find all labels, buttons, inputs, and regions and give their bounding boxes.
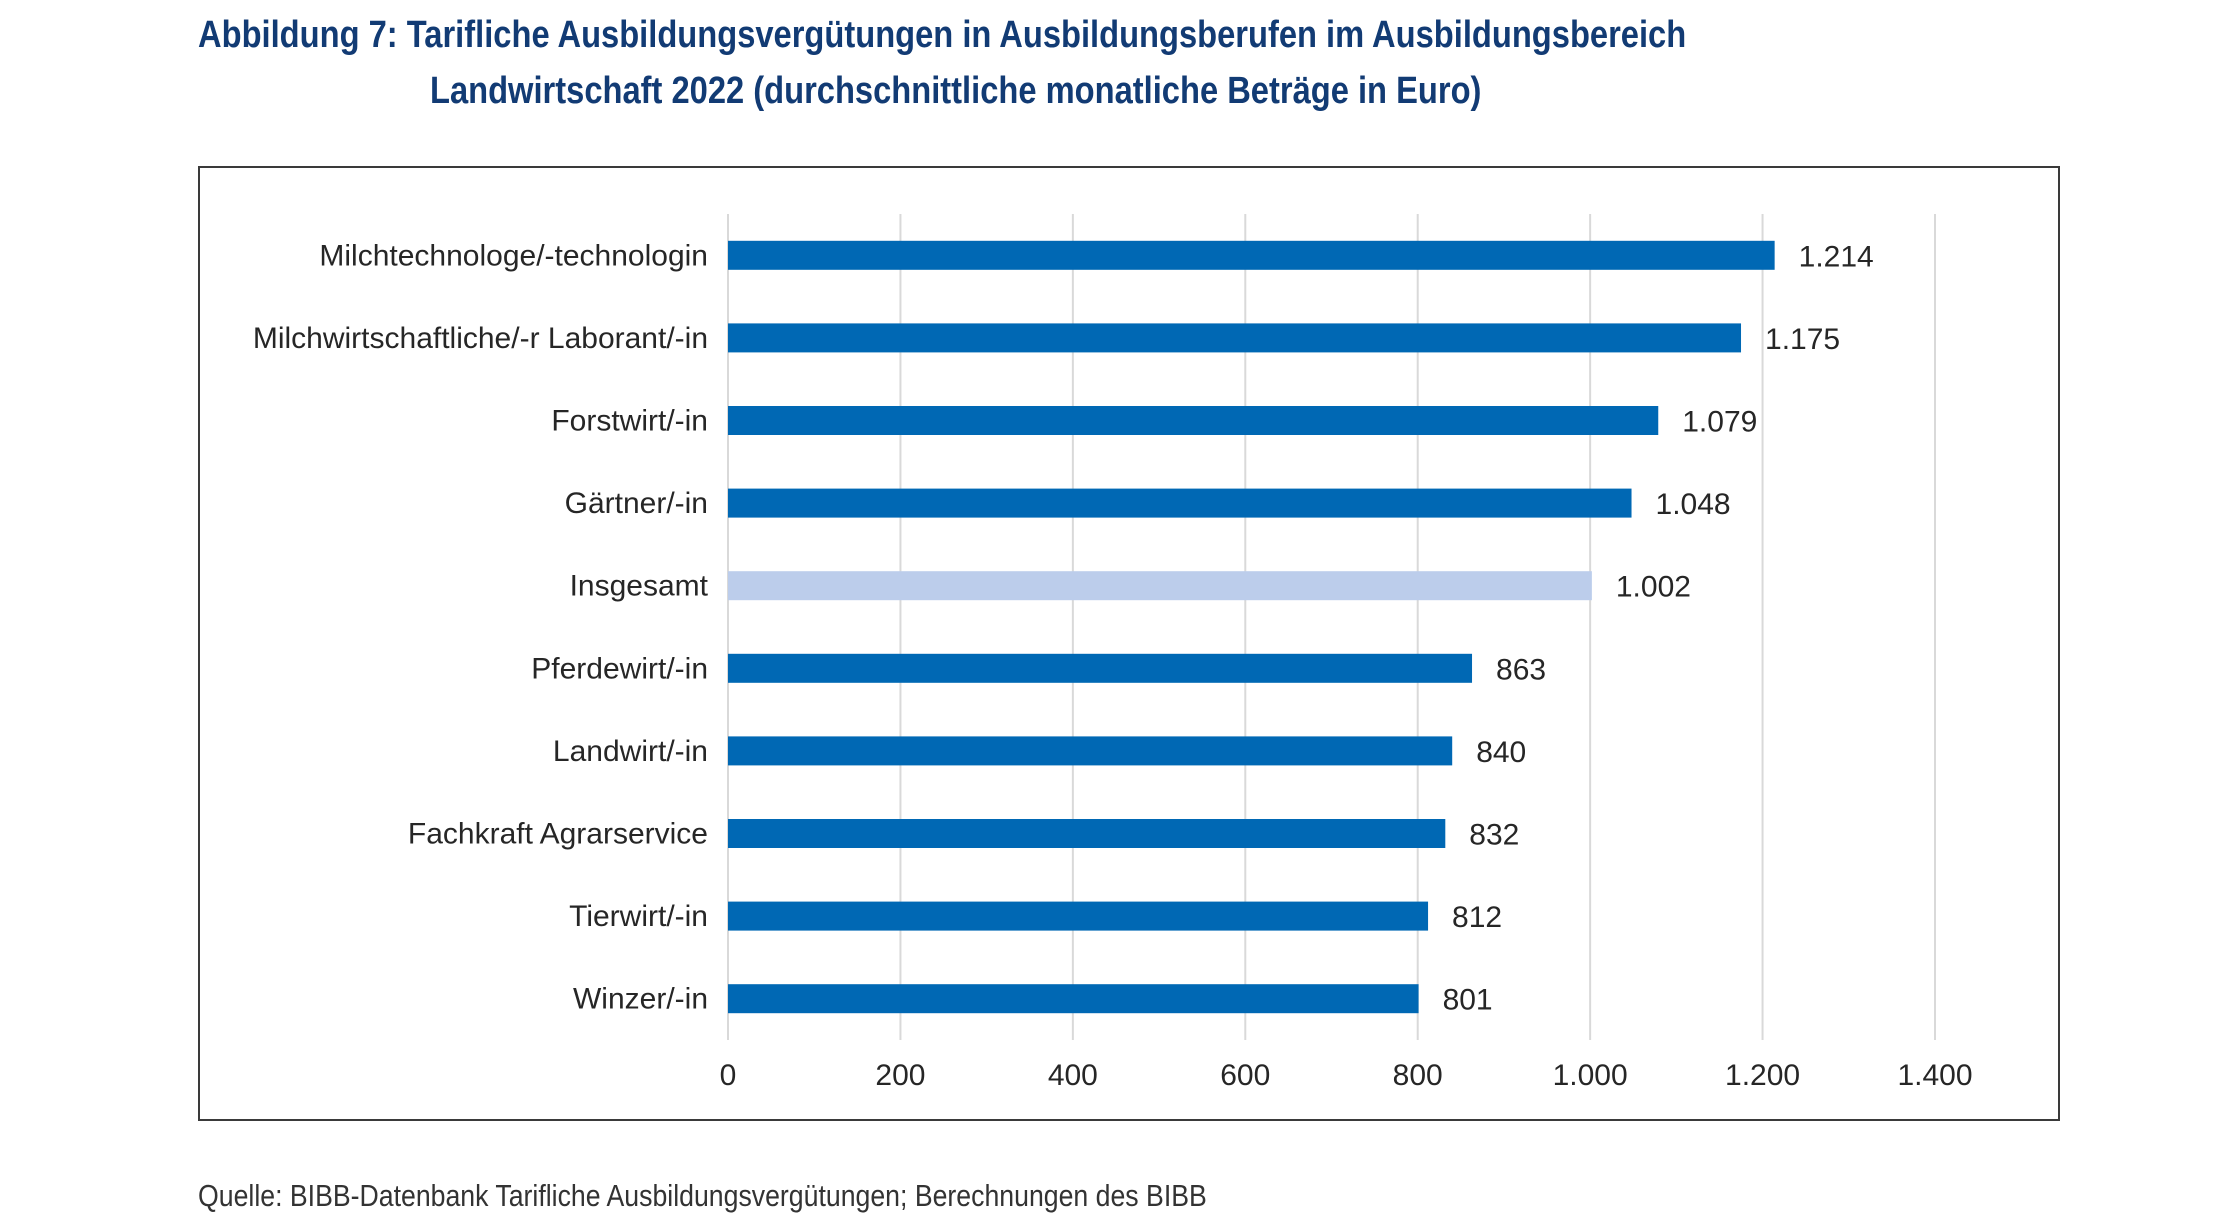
x-tick-label: 1.200 xyxy=(1725,1059,1800,1092)
bar xyxy=(728,901,1429,931)
bar xyxy=(728,571,1592,601)
data-label: 863 xyxy=(1496,653,1546,686)
bar xyxy=(728,488,1632,518)
category-label: Gärtner/-in xyxy=(565,487,708,520)
category-label: Pferdewirt/-in xyxy=(531,652,708,685)
chart-frame xyxy=(198,166,2060,1121)
x-tick-label: 400 xyxy=(1048,1059,1098,1092)
x-tick-label: 800 xyxy=(1393,1059,1443,1092)
data-label: 832 xyxy=(1469,819,1519,852)
category-label: Forstwirt/-in xyxy=(551,405,708,438)
data-label: 1.048 xyxy=(1656,488,1731,521)
source-note: Quelle: BIBB-Datenbank Tarifliche Ausbil… xyxy=(198,1178,1207,1213)
bar xyxy=(728,984,1419,1014)
chart-title-line-1: Abbildung 7: Tarifliche Ausbildungsvergü… xyxy=(198,14,1687,56)
bar xyxy=(728,736,1453,766)
x-tick-label: 1.400 xyxy=(1897,1059,1972,1092)
x-tick-label: 0 xyxy=(720,1059,737,1092)
data-label: 840 xyxy=(1476,736,1526,769)
category-label: Milchwirtschaftliche/-r Laborant/-in xyxy=(253,322,708,355)
bar xyxy=(728,406,1659,435)
chart-title-line-2: Landwirtschaft 2022 (durchschnittliche m… xyxy=(430,70,1482,112)
x-tick-label: 200 xyxy=(875,1059,925,1092)
data-label: 1.079 xyxy=(1682,406,1757,439)
category-label: Winzer/-in xyxy=(573,983,708,1016)
category-label: Landwirt/-in xyxy=(553,735,708,768)
data-label: 801 xyxy=(1443,984,1493,1017)
category-label: Milchtechnologe/-technologin xyxy=(319,239,708,272)
category-label: Fachkraft Agrarservice xyxy=(408,818,708,851)
bar xyxy=(728,819,1446,848)
x-tick-label: 1.000 xyxy=(1553,1059,1628,1092)
data-label: 1.002 xyxy=(1616,571,1691,604)
bar xyxy=(728,240,1775,270)
data-label: 1.214 xyxy=(1799,240,1874,273)
category-label: Insgesamt xyxy=(570,570,709,603)
bar xyxy=(728,323,1742,353)
data-label: 812 xyxy=(1452,901,1502,934)
category-label: Tierwirt/-in xyxy=(569,900,708,933)
data-label: 1.175 xyxy=(1765,323,1840,356)
bar xyxy=(728,653,1473,683)
x-tick-label: 600 xyxy=(1220,1059,1270,1092)
